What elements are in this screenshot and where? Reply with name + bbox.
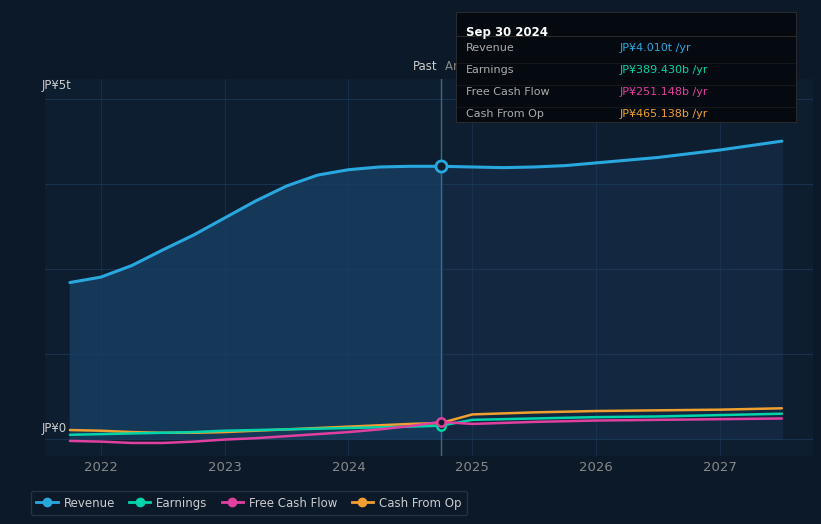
Text: Revenue: Revenue	[466, 43, 515, 53]
Text: Free Cash Flow: Free Cash Flow	[466, 87, 549, 97]
Legend: Revenue, Earnings, Free Cash Flow, Cash From Op: Revenue, Earnings, Free Cash Flow, Cash …	[30, 490, 467, 516]
Text: JP¥251.148b /yr: JP¥251.148b /yr	[619, 87, 708, 97]
Text: JP¥0: JP¥0	[41, 422, 67, 435]
Text: JP¥4.010t /yr: JP¥4.010t /yr	[619, 43, 690, 53]
Text: Sep 30 2024: Sep 30 2024	[466, 26, 548, 39]
Text: JP¥465.138b /yr: JP¥465.138b /yr	[619, 109, 708, 119]
Text: Earnings: Earnings	[466, 65, 515, 75]
Text: Analysts Forecasts: Analysts Forecasts	[445, 60, 555, 73]
Text: Past: Past	[413, 60, 438, 73]
Text: JP¥389.430b /yr: JP¥389.430b /yr	[619, 65, 708, 75]
Text: JP¥5t: JP¥5t	[41, 79, 71, 92]
Text: Cash From Op: Cash From Op	[466, 109, 544, 119]
